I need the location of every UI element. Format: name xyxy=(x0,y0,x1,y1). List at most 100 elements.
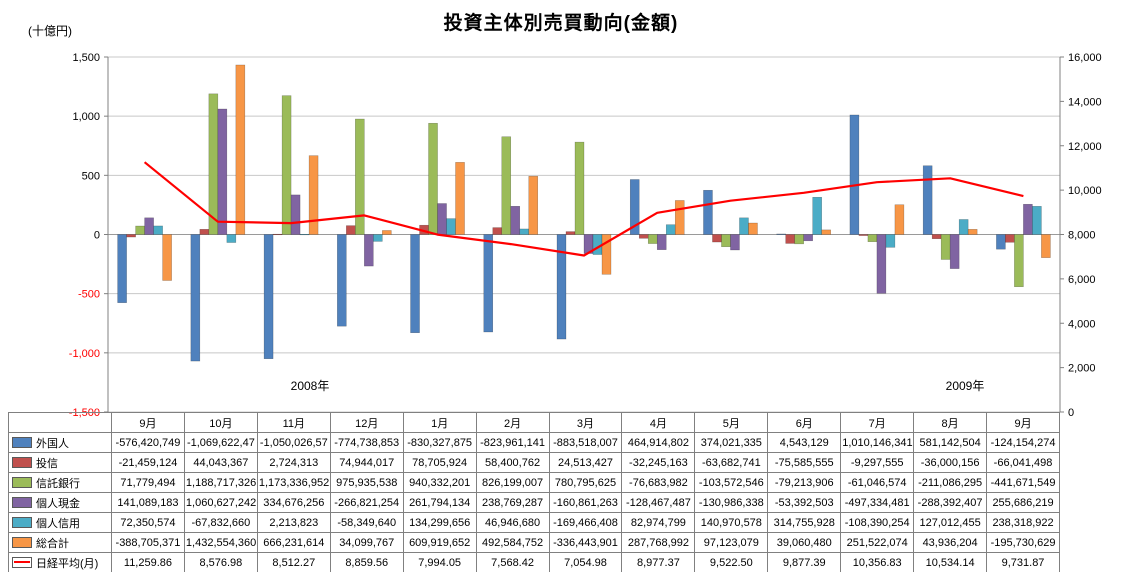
table-cell: -66,041,498 xyxy=(986,452,1060,473)
bar xyxy=(812,197,822,235)
table-cell: -211,086,295 xyxy=(913,472,988,493)
table-cell: 261,794,134 xyxy=(402,492,477,513)
bar xyxy=(894,204,905,235)
table-cell: 58,400,762 xyxy=(475,452,550,473)
table-cell: 7,568.42 xyxy=(475,552,550,572)
bar xyxy=(501,136,512,235)
table-cell: -32,245,163 xyxy=(621,452,696,473)
left-axis-unit-label: (十億円) xyxy=(28,24,72,38)
bar xyxy=(629,179,640,235)
bar xyxy=(308,155,319,235)
bar xyxy=(821,229,831,235)
table-cell: -63,682,741 xyxy=(694,452,769,473)
bar xyxy=(1041,234,1051,258)
bar xyxy=(446,218,456,235)
table-cell: 464,914,802 xyxy=(621,432,696,453)
bar xyxy=(803,234,813,242)
table-cell: 97,123,079 xyxy=(694,532,769,553)
bar xyxy=(126,234,136,238)
right-axis-tick-label: 6,000 xyxy=(1068,274,1096,286)
table-cell: 134,299,656 xyxy=(402,512,477,533)
table-cell: 24,513,427 xyxy=(548,452,623,473)
left-axis-tick-label: -1,000 xyxy=(69,348,100,360)
month-header-cell: 10月 xyxy=(183,412,258,433)
table-cell: -75,585,555 xyxy=(767,452,842,473)
bar xyxy=(299,233,310,236)
series-legend-cell: 外国人 xyxy=(8,432,112,453)
table-row: 外国人 -576,420,749 -1,069,622,47 -1,050,026,5… xyxy=(8,432,1060,453)
table-cell: -76,683,982 xyxy=(621,472,696,493)
legend-key-bar-icon xyxy=(12,437,32,448)
table-cell: 1,010,146,341 xyxy=(840,432,915,453)
table-cell: 7,994.05 xyxy=(402,552,477,572)
table-cell: 10,534.14 xyxy=(913,552,988,572)
month-header-cell: 3月 xyxy=(548,412,623,433)
month-header-cell: 2月 xyxy=(475,412,550,433)
bar xyxy=(638,234,649,239)
legend-key-bar-icon xyxy=(12,477,32,488)
table-cell: -774,738,853 xyxy=(329,432,404,453)
bar xyxy=(492,227,503,235)
table-cell: 1,060,627,242 xyxy=(183,492,258,513)
table-cell: 1,188,717,326 xyxy=(183,472,258,493)
bar xyxy=(785,234,795,244)
bar xyxy=(519,228,530,235)
bar xyxy=(455,162,465,235)
table-cell: 2,213,823 xyxy=(256,512,331,533)
table-cell: -61,046,574 xyxy=(840,472,915,493)
series-name: 信託銀行 xyxy=(36,477,80,490)
table-cell: -497,334,481 xyxy=(840,492,915,513)
bar xyxy=(931,234,942,240)
bar xyxy=(1023,203,1033,235)
bar xyxy=(996,234,1006,250)
bar xyxy=(510,206,521,235)
table-cell: 34,099,767 xyxy=(329,532,404,553)
month-header-cell: 5月 xyxy=(694,412,769,433)
legend-key-bar-icon xyxy=(12,537,32,548)
bar xyxy=(703,189,713,235)
legend-key-bar-icon xyxy=(12,517,32,528)
table-cell: 238,769,287 xyxy=(475,492,550,513)
right-axis-tick-label: 4,000 xyxy=(1068,318,1096,330)
table-cell: 11,259.86 xyxy=(111,552,185,572)
table-cell: -53,392,503 xyxy=(767,492,842,513)
table-cell: 44,043,367 xyxy=(183,452,258,473)
table-cell: 8,576.98 xyxy=(183,552,258,572)
bar xyxy=(190,234,201,362)
right-axis-tick-label: 2,000 xyxy=(1068,363,1096,375)
table-cell: 72,350,574 xyxy=(111,512,185,533)
table-cell: -58,349,640 xyxy=(329,512,404,533)
year-label: 2008年 xyxy=(291,379,330,393)
bar xyxy=(876,234,887,294)
table-cell: 140,970,578 xyxy=(694,512,769,533)
series-name: 個人信用 xyxy=(36,517,80,530)
right-axis-tick-label: 0 xyxy=(1068,407,1074,419)
legend-key-line-icon xyxy=(12,557,32,568)
bar xyxy=(528,175,539,235)
left-axis-tick-label: 500 xyxy=(82,170,100,182)
table-cell: -195,730,629 xyxy=(986,532,1060,553)
table-cell: 666,231,614 xyxy=(256,532,331,553)
right-axis-tick-label: 16,000 xyxy=(1068,52,1102,64)
bar xyxy=(674,200,685,235)
table-cell: -36,000,156 xyxy=(913,452,988,473)
table-cell: 1,432,554,360 xyxy=(183,532,258,553)
table-cell: -79,213,906 xyxy=(767,472,842,493)
table-cell: -1,069,622,47 xyxy=(183,432,258,453)
month-header-cell: 7月 xyxy=(840,412,915,433)
table-cell: 8,859.56 xyxy=(329,552,404,572)
table-cell: 10,356.83 xyxy=(840,552,915,572)
table-cell: -288,392,407 xyxy=(913,492,988,513)
table-cell: 314,755,928 xyxy=(767,512,842,533)
month-header-cell: 9月 xyxy=(111,412,185,433)
year-label: 2009年 xyxy=(946,379,985,393)
table-cell: 492,584,752 xyxy=(475,532,550,553)
month-header-cell: 6月 xyxy=(767,412,842,433)
table-cell: -169,466,408 xyxy=(548,512,623,533)
bar xyxy=(410,234,420,334)
table-cell: -160,861,263 xyxy=(548,492,623,513)
bar xyxy=(208,93,219,235)
bar xyxy=(144,217,154,235)
series-name: 外国人 xyxy=(36,437,69,450)
